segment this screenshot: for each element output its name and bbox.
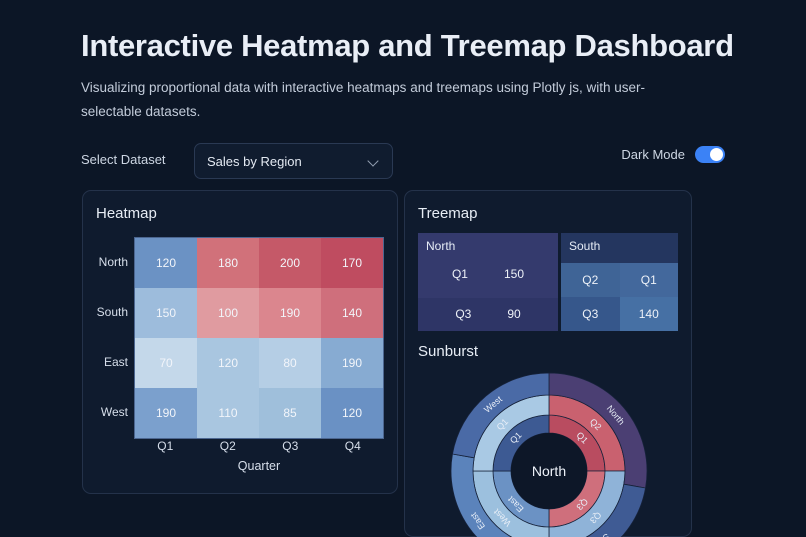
treemap-panel-title: Treemap <box>418 205 478 222</box>
dark-mode-control[interactable]: Dark Mode <box>621 146 725 163</box>
treemap-leaf[interactable]: Q3 <box>561 297 620 331</box>
treemap-leaf-row: Q3 140 <box>561 297 678 331</box>
treemap-leaf[interactable]: Q1 <box>619 263 678 297</box>
controls-bar: Select Dataset Sales by Region Dark Mode <box>81 143 725 179</box>
treemap-leaf[interactable]: Q3 90 <box>418 297 558 331</box>
page-title: Interactive Heatmap and Treemap Dashboar… <box>81 28 734 63</box>
treemap-leaf-value: 90 <box>507 307 521 322</box>
dataset-select-value: Sales by Region <box>207 153 302 169</box>
treemap-leaf-label: Q1 <box>640 273 657 287</box>
sunburst-svg[interactable]: Q1Q3EastQ1Q2Q3WestQ1NorthSouthEastWest N… <box>449 371 649 537</box>
treemap-leaf-value: 150 <box>503 267 525 282</box>
treemap-leaf-label: Q3 <box>455 307 472 322</box>
dark-mode-toggle[interactable] <box>695 146 725 163</box>
heatmap-cell[interactable]: 110 <box>197 388 259 438</box>
sunburst-center-label: North <box>532 463 566 479</box>
dataset-label: Select Dataset <box>81 152 166 167</box>
heatmap-cell[interactable]: 190 <box>135 388 197 438</box>
dark-mode-label: Dark Mode <box>621 147 685 162</box>
treemap-leaf-row: Q2 Q1 <box>561 263 678 297</box>
heatmap-panel: Heatmap North South East West 120 180 200 170 1… <box>82 190 398 494</box>
sunburst-panel-title: Sunburst <box>418 343 479 360</box>
treemap-leaf-value: 140 <box>638 307 659 321</box>
treemap-panel: Treemap North Q1 150 Q3 90 S <box>404 190 692 537</box>
heatmap-cell[interactable]: 140 <box>321 288 383 338</box>
treemap-leaf-label: Q2 <box>582 273 599 287</box>
heatmap-column-label: Q1 <box>157 439 174 453</box>
treemap-branch-label: South <box>569 239 601 253</box>
treemap-branch-south[interactable]: South Q2 Q1 Q3 140 <box>561 233 678 331</box>
treemap-branch-label: North <box>426 239 456 253</box>
heatmap-panel-title: Heatmap <box>96 205 157 222</box>
heatmap-column-labels: Q1 Q2 Q3 Q4 <box>134 439 384 453</box>
toggle-knob <box>710 148 723 161</box>
chevron-down-icon <box>369 156 380 167</box>
heatmap-x-axis-title: Quarter <box>237 459 281 473</box>
heatmap-cell[interactable]: 120 <box>197 338 259 388</box>
heatmap-row-label: North <box>98 255 128 269</box>
sunburst-chart[interactable]: Q1Q3EastQ1Q2Q3WestQ1NorthSouthEastWest N… <box>405 371 693 537</box>
sunburst-segment-outer[interactable] <box>452 372 550 459</box>
heatmap-grid[interactable]: 120 180 200 170 150 100 190 140 70 120 80 190 190 110… <box>134 237 384 439</box>
heatmap-cell[interactable]: 180 <box>197 238 259 288</box>
heatmap-cell[interactable]: 120 <box>321 388 383 438</box>
heatmap-row-labels: North South East West <box>83 237 128 437</box>
heatmap-row-label: West <box>100 405 128 419</box>
treemap-leaf-label: Q3 <box>582 307 599 321</box>
dataset-select[interactable]: Sales by Region <box>194 143 393 179</box>
treemap-leaf[interactable]: Q2 <box>561 263 620 297</box>
heatmap-row-label: East <box>103 355 128 369</box>
heatmap-row-label: South <box>96 305 128 319</box>
heatmap-cell[interactable]: 80 <box>259 338 321 388</box>
page-subtitle: Visualizing proportional data with inter… <box>81 80 646 119</box>
heatmap-column-label: Q3 <box>282 439 299 453</box>
heatmap-cell[interactable]: 70 <box>135 338 197 388</box>
treemap-leaf-label: Q1 <box>451 267 468 282</box>
heatmap-column-label: Q4 <box>344 439 361 453</box>
sunburst-center <box>511 433 587 509</box>
treemap-leaf[interactable]: Q1 150 <box>418 233 558 298</box>
heatmap-cell[interactable]: 150 <box>135 288 197 338</box>
sunburst-segment-outer[interactable] <box>532 483 646 537</box>
treemap-branch-north[interactable]: North Q1 150 Q3 90 <box>418 233 558 331</box>
heatmap-cell[interactable]: 170 <box>321 238 383 288</box>
treemap-chart[interactable]: North Q1 150 Q3 90 South <box>418 233 678 331</box>
heatmap-cell[interactable]: 190 <box>321 338 383 388</box>
heatmap-cell[interactable]: 85 <box>259 388 321 438</box>
heatmap-cell[interactable]: 100 <box>197 288 259 338</box>
heatmap-cell[interactable]: 120 <box>135 238 197 288</box>
heatmap-cell[interactable]: 190 <box>259 288 321 338</box>
heatmap-cell[interactable]: 200 <box>259 238 321 288</box>
heatmap-column-label: Q2 <box>219 439 236 453</box>
treemap-leaf[interactable]: 140 <box>619 297 678 331</box>
